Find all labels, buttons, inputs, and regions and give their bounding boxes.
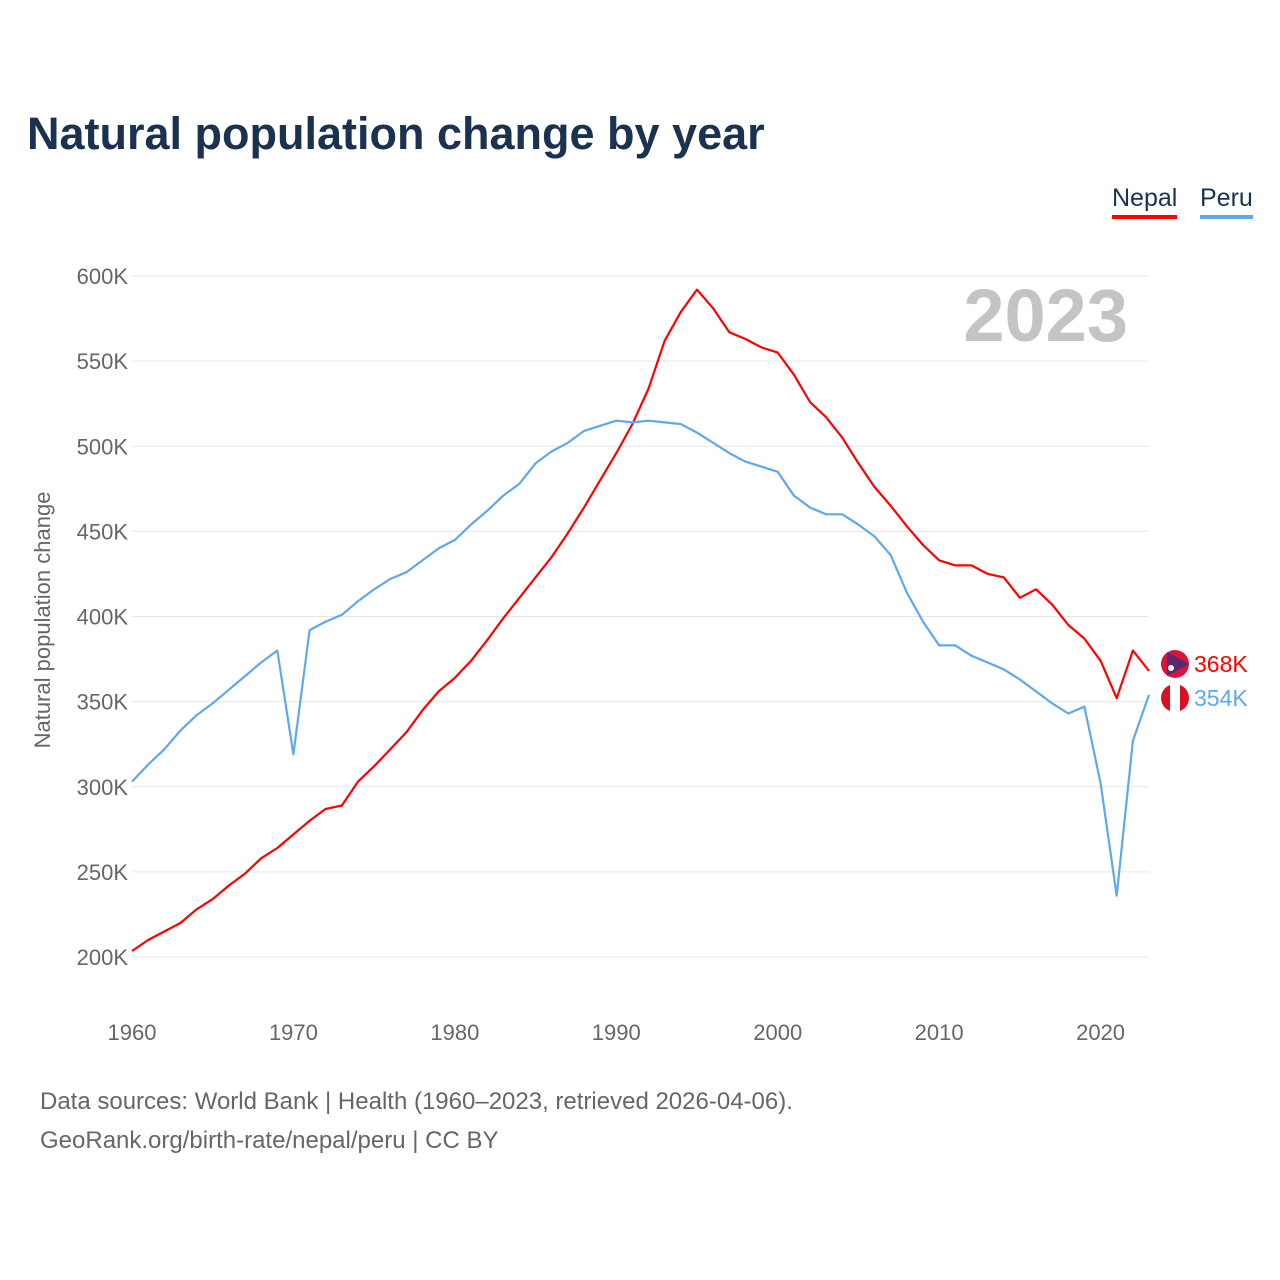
end-value-label-nepal: 368K: [1194, 651, 1248, 677]
legend-peru[interactable]: Peru: [1200, 184, 1253, 219]
x-tick-label: 2010: [915, 1020, 964, 1045]
year-watermark: 2023: [963, 274, 1128, 357]
y-axis-label: Natural population change: [30, 492, 55, 749]
attribution-link[interactable]: GeoRank.org/birth-rate/nepal/peru | CC B…: [40, 1127, 499, 1154]
y-tick-label: 500K: [77, 434, 129, 459]
x-tick-label: 1960: [108, 1020, 157, 1045]
series-line-peru: [131, 419, 1151, 897]
y-tick-label: 600K: [77, 264, 129, 289]
data-sources: Data sources: World Bank | Health (1960–…: [40, 1088, 793, 1115]
peru-flag-stripe: [1170, 684, 1180, 712]
y-tick-label: 400K: [77, 605, 129, 630]
x-tick-label: 1980: [430, 1020, 479, 1045]
y-tick-label: 550K: [77, 349, 129, 374]
x-tick-label: 1970: [269, 1020, 318, 1045]
y-tick-label: 300K: [77, 775, 129, 800]
end-value-label-peru: 354K: [1194, 685, 1248, 711]
x-tick-label: 2020: [1076, 1020, 1125, 1045]
series-line-nepal: [131, 288, 1150, 952]
legend-nepal[interactable]: Nepal: [1112, 184, 1178, 219]
y-tick-label: 450K: [77, 519, 129, 544]
y-tick-label: 350K: [77, 690, 129, 715]
x-tick-label: 2000: [753, 1020, 802, 1045]
y-tick-label: 200K: [77, 945, 129, 970]
page-title: Natural population change by year: [27, 108, 765, 159]
x-tick-label: 1990: [592, 1020, 641, 1045]
y-tick-label: 250K: [77, 860, 129, 885]
nepal-flag-sun: [1168, 665, 1174, 671]
